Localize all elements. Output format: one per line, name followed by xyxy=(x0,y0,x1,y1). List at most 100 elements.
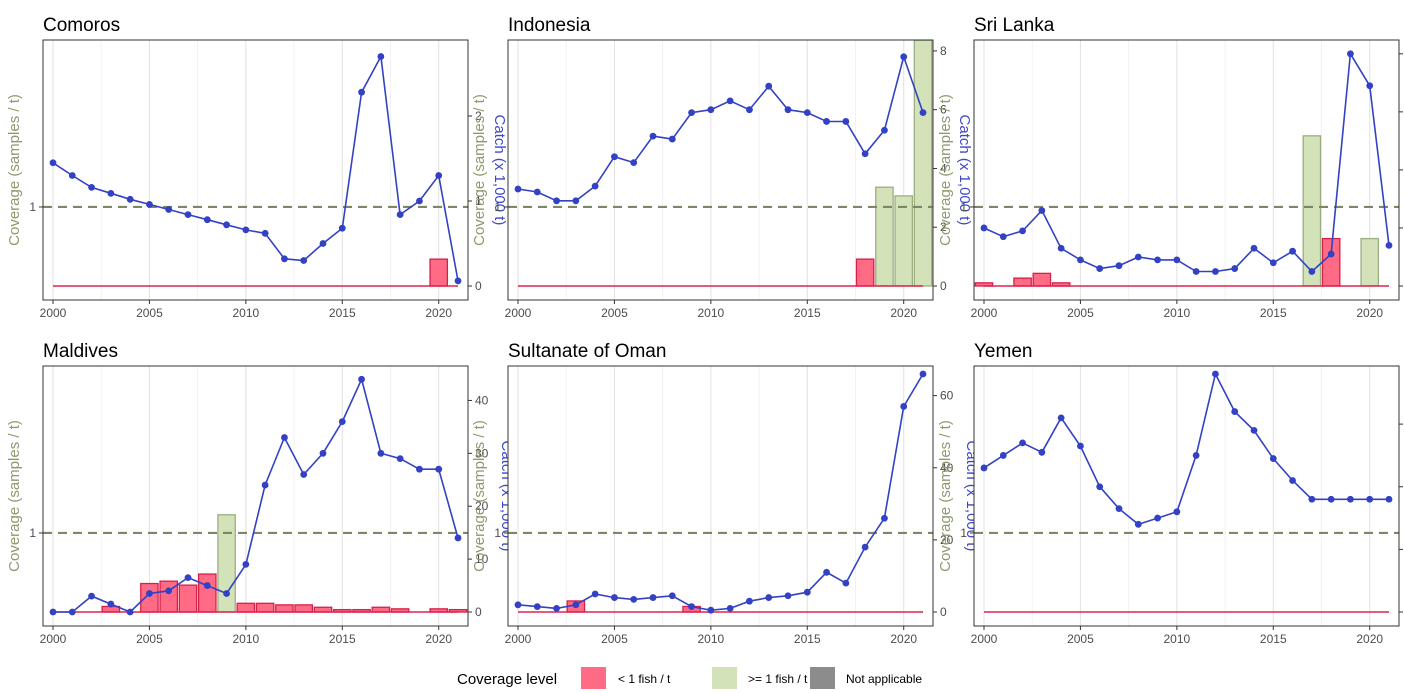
catch-point xyxy=(1192,452,1200,459)
panel-sri-lanka: Sri Lanka 2000 2005 2010 2015 2020 1 0 2 4 6 8 Cover… xyxy=(937,15,1403,320)
catch-point xyxy=(242,226,250,234)
catch-point xyxy=(900,53,908,61)
catch-point xyxy=(165,587,173,595)
catch-point xyxy=(416,465,423,473)
catch-line xyxy=(53,376,459,613)
catch-point xyxy=(358,375,365,383)
x-tick-label: 2010 xyxy=(698,306,725,320)
left-axis-title: Coverage (samples / t) xyxy=(937,94,954,246)
left-axis-title: Coverage (samples / t) xyxy=(471,94,488,246)
catch-point xyxy=(435,465,443,473)
x-tick-label: 2015 xyxy=(1260,632,1287,646)
x-tick-label: 2005 xyxy=(1067,632,1094,646)
catch-point xyxy=(1366,82,1374,90)
catch-point xyxy=(88,184,95,191)
x-tick-label: 2000 xyxy=(971,306,998,320)
catch-point xyxy=(435,172,443,179)
left-tick-label: 1 xyxy=(29,200,36,214)
coverage-bar xyxy=(894,195,914,287)
catch-point xyxy=(1366,495,1374,503)
catch-point xyxy=(980,224,988,232)
catch-point xyxy=(1019,227,1026,235)
catch-point xyxy=(980,464,988,472)
coverage-bar xyxy=(913,39,933,287)
right-tick-label: 0 xyxy=(475,605,482,619)
catch-point xyxy=(68,608,76,616)
plot-background xyxy=(508,366,933,626)
catch-point xyxy=(1308,495,1316,503)
right-tick-label: 60 xyxy=(940,389,954,403)
right-axis-title: Catch (x 1,000 t) xyxy=(956,115,973,226)
catch-point xyxy=(1115,505,1123,513)
coverage-bar xyxy=(255,602,275,613)
plot-border xyxy=(507,39,934,301)
catch-point xyxy=(1231,408,1239,415)
panel-yemen: Yemen2000200520102015202010102030Coverag… xyxy=(937,341,1403,646)
catch-point xyxy=(223,221,230,229)
x-tick-label: 2000 xyxy=(505,306,532,320)
catch-point xyxy=(707,606,715,614)
coverage-bar xyxy=(1302,135,1322,287)
catch-point xyxy=(514,185,522,193)
coverage-bar xyxy=(1013,277,1032,287)
catch-point xyxy=(146,201,153,208)
x-tick-label: 2005 xyxy=(1067,306,1094,320)
x-tick-label: 2010 xyxy=(1164,306,1191,320)
right-tick-label: 2 xyxy=(475,109,482,123)
plot-border xyxy=(973,365,1400,627)
catch-point xyxy=(1347,495,1354,503)
catch-point xyxy=(1038,448,1046,456)
catch-line xyxy=(517,54,924,202)
x-tick-label: 2015 xyxy=(329,306,356,320)
panel-title: Indonesia xyxy=(508,15,591,36)
x-tick-label: 2015 xyxy=(794,306,821,320)
catch-point xyxy=(126,608,134,616)
catch-point xyxy=(1038,207,1046,214)
left-tick-label: 1 xyxy=(960,526,967,540)
catch-point xyxy=(707,106,715,114)
x-tick-label: 2020 xyxy=(890,632,917,646)
catch-line xyxy=(517,373,924,612)
right-tick-label: 1 xyxy=(475,194,482,208)
catch-point xyxy=(533,603,541,610)
plot-background xyxy=(43,366,468,626)
catch-point xyxy=(688,109,695,117)
catch-point xyxy=(1385,495,1393,503)
plot-border xyxy=(42,365,469,627)
catch-point xyxy=(1308,268,1316,275)
left-tick-label: 1 xyxy=(29,526,36,540)
catch-point xyxy=(842,118,850,125)
catch-point xyxy=(319,449,327,457)
catch-point xyxy=(1077,442,1084,450)
catch-point xyxy=(553,197,560,205)
catch-point xyxy=(1250,244,1258,252)
catch-point xyxy=(1057,244,1065,252)
catch-point xyxy=(1096,265,1104,272)
panel-indonesia: Indonesia 2000 2005 2010 2015 2020 1 0 2 4 6 8 Cover… xyxy=(471,15,973,320)
catch-point xyxy=(1327,250,1335,258)
catch-point xyxy=(396,455,404,463)
legend-swatch-above xyxy=(712,667,737,689)
catch-point xyxy=(1154,256,1161,264)
catch-point xyxy=(1327,495,1335,503)
catch-point xyxy=(107,189,115,197)
left-axis-title: Coverage (samples / t) xyxy=(6,420,23,572)
left-tick-label: 1 xyxy=(494,200,501,214)
catch-point xyxy=(649,132,657,140)
catch-point xyxy=(1385,241,1393,249)
plot-background xyxy=(43,40,468,300)
catch-point xyxy=(1134,520,1142,528)
x-tick-label: 2015 xyxy=(794,632,821,646)
catch-point xyxy=(416,197,423,205)
right-tick-label: 10 xyxy=(475,552,489,566)
catch-point xyxy=(572,601,580,609)
catch-point xyxy=(649,594,657,601)
catch-point xyxy=(765,82,773,90)
catch-point xyxy=(746,597,753,605)
catch-point xyxy=(861,543,869,551)
catch-point xyxy=(919,109,927,117)
coverage-bar xyxy=(1032,272,1052,287)
